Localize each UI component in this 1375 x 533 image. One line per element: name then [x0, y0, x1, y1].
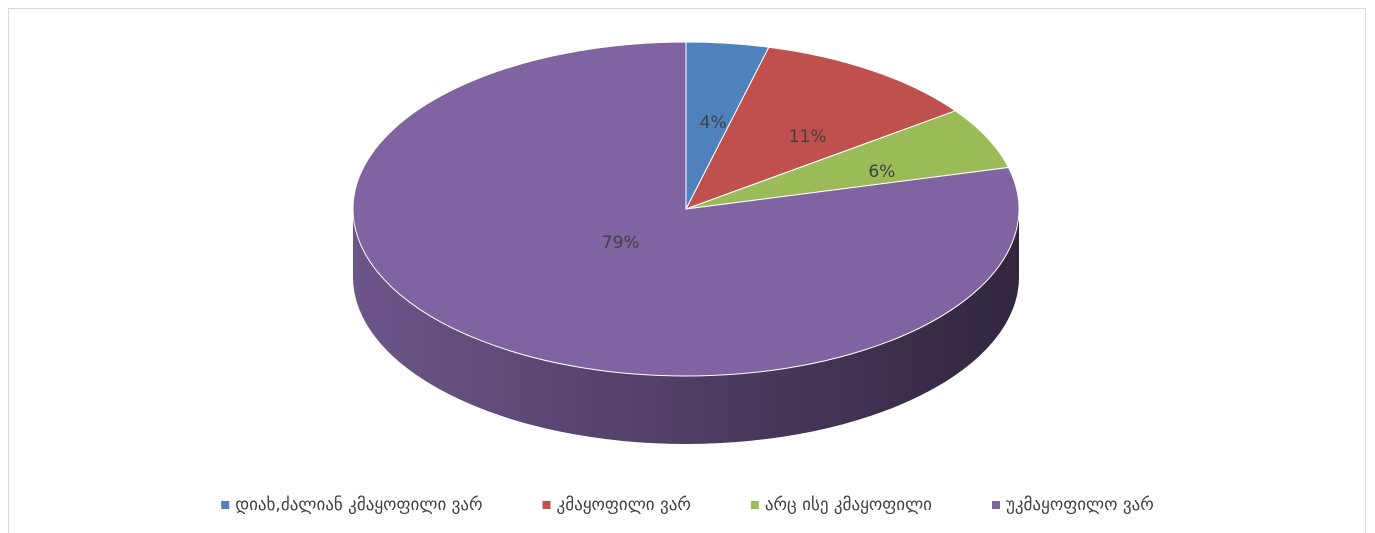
- slice: [684, 46, 957, 210]
- legend-label: კმაყოფილი ვარ: [557, 495, 691, 515]
- data-label: 6%: [868, 162, 895, 182]
- slice: [352, 41, 1020, 377]
- legend-swatch: [991, 501, 1000, 509]
- labels: 4% 11% 6% 79%: [602, 113, 896, 253]
- legend-swatch: [221, 501, 230, 509]
- slice: [685, 110, 1010, 210]
- slice-side-shade: [353, 209, 1019, 444]
- sides: [353, 209, 1019, 444]
- legend-label: დიახ,ძალიან კმაყოფილი ვარ: [235, 495, 482, 515]
- data-label: 4%: [700, 113, 727, 133]
- legend-swatch: [542, 501, 551, 509]
- legend: დიახ,ძალიან კმაყოფილი ვარ კმაყოფილი ვარ არ…: [221, 495, 1154, 515]
- tops: [352, 41, 1020, 377]
- legend-label: არც ისე კმაყოფილი: [765, 495, 932, 515]
- data-label: 79%: [602, 233, 640, 253]
- legend-swatch: [750, 501, 759, 509]
- legend-label: უკმაყოფილო ვარ: [1006, 495, 1154, 515]
- data-label: 11%: [789, 127, 827, 147]
